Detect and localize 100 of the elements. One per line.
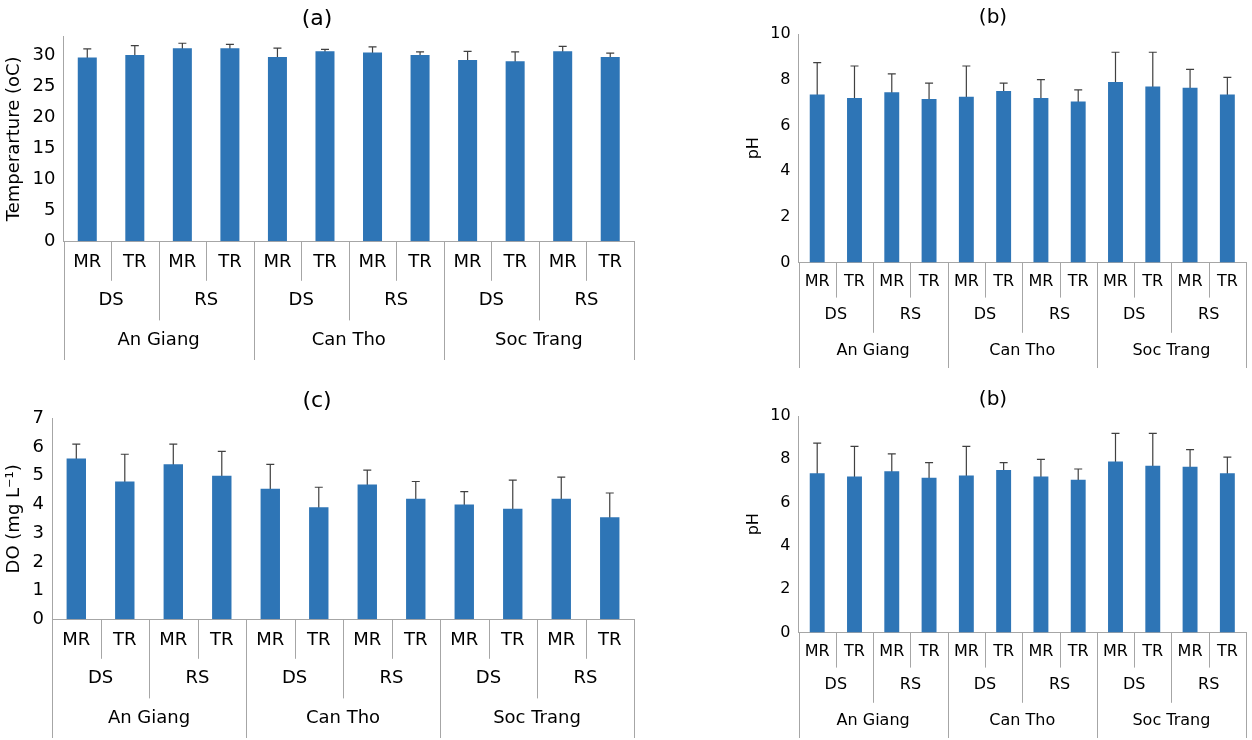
bar bbox=[958, 475, 974, 633]
text: RS bbox=[573, 666, 598, 688]
x-tick-label: TR bbox=[112, 628, 137, 650]
x-tick-label: MR bbox=[1028, 640, 1054, 660]
x-tick-label: TR bbox=[917, 270, 940, 290]
text: DS bbox=[87, 666, 114, 688]
x-tick-label: TR bbox=[597, 250, 622, 272]
x-tick-label: TR bbox=[917, 640, 940, 660]
y-axis-title: pH bbox=[742, 137, 762, 160]
bar bbox=[884, 92, 900, 263]
bar bbox=[1145, 465, 1161, 633]
x-tick-label: TR bbox=[1066, 640, 1089, 660]
bar bbox=[996, 470, 1012, 633]
text: RS bbox=[194, 288, 219, 310]
bar bbox=[212, 475, 232, 620]
text: Can Tho bbox=[989, 709, 1056, 729]
bar bbox=[921, 99, 937, 263]
bar bbox=[921, 477, 937, 633]
bar bbox=[1145, 86, 1161, 263]
y-tick-label: 8 bbox=[780, 68, 791, 88]
bar bbox=[1033, 97, 1049, 263]
x-tick-label: TR bbox=[843, 640, 865, 660]
bar bbox=[551, 498, 571, 620]
text: Soc Trang bbox=[495, 327, 583, 349]
bar bbox=[66, 458, 86, 620]
text: RS bbox=[185, 666, 210, 688]
text: An Giang bbox=[836, 709, 910, 729]
x-tick-label: MR bbox=[879, 270, 905, 290]
text: Can Tho bbox=[989, 339, 1056, 359]
y-axis-title: Temperarture (oC) bbox=[2, 56, 24, 223]
x-tick-label: TR bbox=[312, 250, 337, 272]
x-tick-label: TR bbox=[1066, 270, 1089, 290]
x-tick-label: TR bbox=[992, 270, 1015, 290]
text: Soc Trang bbox=[493, 705, 581, 727]
text: DS bbox=[1122, 304, 1146, 324]
x-tick-label: MR bbox=[73, 250, 102, 272]
y-tick-label: 0 bbox=[780, 251, 791, 271]
text: Can Tho bbox=[305, 705, 381, 727]
x-tick-label: MR bbox=[804, 640, 830, 660]
y-tick-label: 10 bbox=[770, 405, 791, 425]
x-tick-label: TR bbox=[500, 628, 525, 650]
y-tick-label: 4 bbox=[780, 160, 791, 180]
text: DS bbox=[973, 674, 997, 694]
text: DS bbox=[98, 288, 124, 310]
x-tick-label: MR bbox=[879, 640, 905, 660]
bar bbox=[503, 508, 523, 620]
text: RS bbox=[379, 666, 404, 688]
x-tick-label: TR bbox=[306, 628, 331, 650]
bar bbox=[958, 96, 974, 263]
y-tick-label: 30 bbox=[32, 42, 56, 64]
bar bbox=[809, 94, 825, 263]
x-tick-label: TR bbox=[403, 628, 428, 650]
x-tick-label: TR bbox=[1141, 640, 1164, 660]
text: RS bbox=[1048, 674, 1071, 694]
y-tick-label: 7 bbox=[32, 406, 45, 428]
bar bbox=[115, 481, 135, 620]
x-tick-label: MR bbox=[168, 250, 197, 272]
x-tick-label: TR bbox=[992, 640, 1015, 660]
x-tick-label: MR bbox=[62, 628, 91, 650]
text: DS bbox=[478, 288, 505, 310]
x-tick-label: TR bbox=[407, 250, 432, 272]
y-tick-label: 8 bbox=[780, 448, 791, 468]
y-tick-label: 1 bbox=[32, 578, 45, 600]
bar bbox=[1033, 476, 1049, 633]
x-tick-label: TR bbox=[122, 250, 147, 272]
y-tick-label: 0 bbox=[780, 621, 791, 641]
y-tick-label: 15 bbox=[32, 135, 56, 157]
text: RS bbox=[1198, 304, 1220, 324]
x-tick-label: MR bbox=[953, 270, 979, 290]
x-tick-label: MR bbox=[453, 250, 482, 272]
y-tick-label: 2 bbox=[32, 549, 45, 571]
y-tick-label: 6 bbox=[32, 434, 45, 456]
bar bbox=[884, 471, 900, 633]
y-tick-label: 6 bbox=[780, 114, 791, 134]
x-tick-label: TR bbox=[596, 628, 622, 650]
text: DS bbox=[824, 674, 848, 694]
y-tick-label: 0 bbox=[32, 606, 45, 628]
bar bbox=[1219, 94, 1235, 263]
y-tick-label: 5 bbox=[32, 463, 45, 485]
chart-title: (c) bbox=[302, 386, 332, 412]
y-tick-label: 3 bbox=[32, 520, 45, 542]
chart-title: (b) bbox=[978, 386, 1008, 411]
y-tick-label: 2 bbox=[780, 578, 791, 598]
bar bbox=[1070, 101, 1086, 263]
bar bbox=[847, 97, 862, 263]
x-tick-label: TR bbox=[1215, 640, 1238, 660]
x-tick-label: TR bbox=[1141, 270, 1164, 290]
x-tick-label: TR bbox=[217, 250, 242, 272]
text: DS bbox=[281, 666, 308, 688]
text: Can Tho bbox=[311, 327, 386, 349]
text: RS bbox=[574, 288, 599, 310]
x-tick-label: TR bbox=[843, 270, 865, 290]
text: RS bbox=[1198, 674, 1220, 694]
x-tick-label: MR bbox=[353, 628, 382, 650]
x-tick-label: TR bbox=[1215, 270, 1238, 290]
text: DS bbox=[288, 288, 314, 310]
text: RS bbox=[899, 674, 922, 694]
bar bbox=[1182, 466, 1198, 633]
y-tick-label: 25 bbox=[32, 73, 56, 95]
y-tick-label: 2 bbox=[780, 205, 791, 225]
